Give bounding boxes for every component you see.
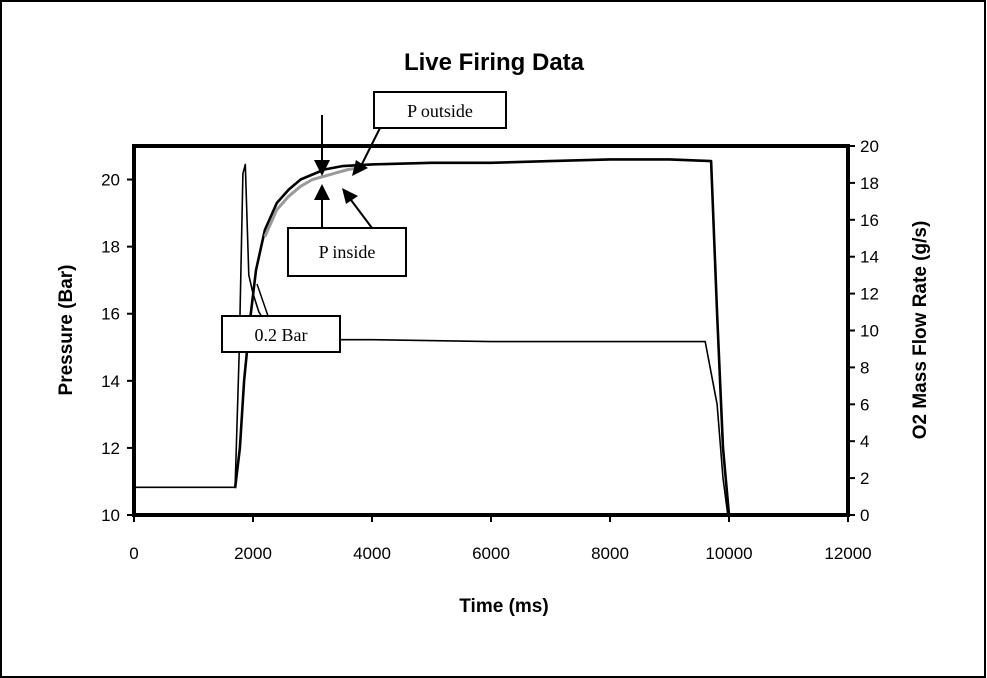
- y-tick-label: 20: [101, 171, 120, 190]
- y-axis-left: 10 12 14 16 18 20: [101, 171, 134, 525]
- arrow-p-inside-head: [342, 188, 358, 204]
- y-tick-label: 18: [101, 238, 120, 257]
- x-tick-label: 2000: [234, 544, 272, 563]
- y2-tick-label: 10: [860, 322, 879, 341]
- y2-tick-label: 14: [860, 248, 879, 267]
- x-axis-title: Time (ms): [459, 596, 548, 617]
- annotation-p-inside: P inside: [319, 242, 376, 262]
- y2-tick-label: 4: [860, 432, 869, 451]
- y2-tick-label: 2: [860, 469, 869, 488]
- arrow-p-outside-head: [352, 160, 368, 176]
- series-p-inside: [263, 166, 361, 238]
- annotation-p-outside: P outside: [407, 101, 473, 121]
- annotation-02-bar: 0.2 Bar: [255, 325, 308, 345]
- arrow-down-head: [314, 160, 330, 176]
- annotation-02-bar-leader: [256, 283, 269, 317]
- x-tick-label: 6000: [472, 544, 510, 563]
- y2-axis-title: O2 Mass Flow Rate (g/s): [910, 221, 931, 440]
- y-axis-title: Pressure (Bar): [56, 265, 77, 396]
- y2-tick-label: 8: [860, 358, 869, 377]
- y2-tick-label: 0: [860, 506, 869, 525]
- y2-tick-label: 20: [860, 137, 879, 156]
- y-tick-label: 14: [101, 372, 120, 391]
- y-tick-label: 10: [101, 506, 120, 525]
- y-axis-right: 0 2 4 6 8 10 12 14 16 18 20: [848, 137, 879, 525]
- y-tick-label: 12: [101, 439, 120, 458]
- x-tick-label: 12000: [824, 544, 871, 563]
- arrow-p-inside-line: [347, 195, 373, 229]
- chart-title: Live Firing Data: [404, 49, 585, 76]
- y2-tick-label: 16: [860, 211, 879, 230]
- x-axis: 0 2000 4000 6000 8000 10000 12000: [129, 515, 872, 563]
- x-tick-label: 8000: [591, 544, 629, 563]
- y2-tick-label: 18: [860, 174, 879, 193]
- annotation-box-p-outside: [373, 91, 507, 129]
- x-tick-label: 4000: [353, 544, 391, 563]
- y2-tick-label: 6: [860, 395, 869, 414]
- y2-tick-label: 12: [860, 285, 879, 304]
- y-tick-label: 16: [101, 305, 120, 324]
- x-tick-label: 10000: [705, 544, 752, 563]
- annotation-box-p-inside: [287, 227, 407, 277]
- arrow-up-head: [314, 184, 330, 200]
- annotation-box-02-bar: [221, 315, 341, 353]
- x-tick-label: 0: [129, 544, 138, 563]
